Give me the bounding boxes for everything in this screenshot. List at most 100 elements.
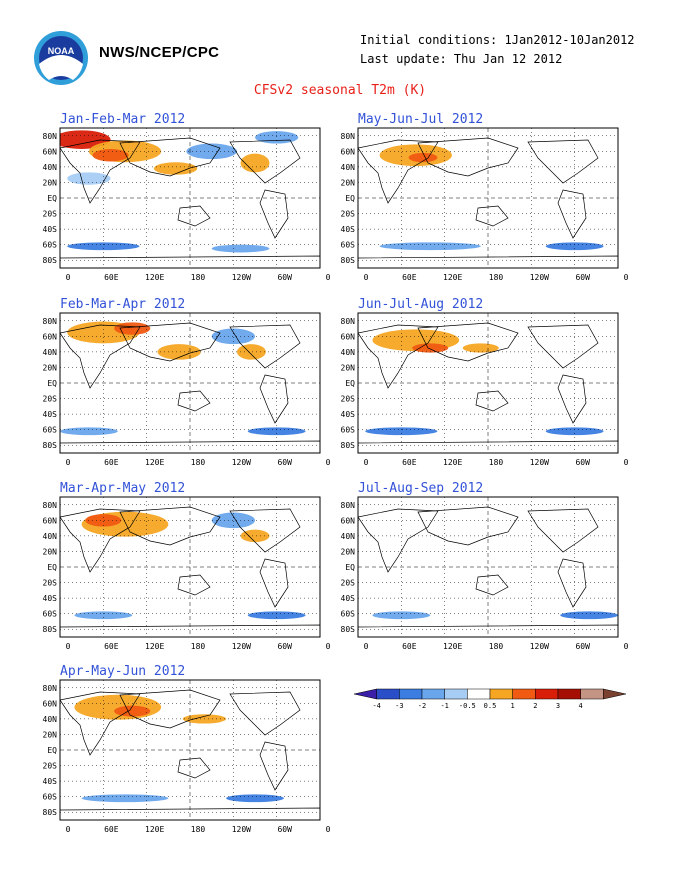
map-frame — [357, 127, 619, 269]
lat-tick-label: 40N — [341, 348, 356, 357]
lon-tick-label: 120E — [145, 458, 164, 467]
panel-title: Jul-Aug-Sep 2012 — [358, 481, 484, 496]
lat-tick-label: 20S — [341, 210, 356, 219]
anomaly-patch — [81, 794, 169, 803]
lon-tick-label: 0 — [624, 458, 629, 467]
coastline — [60, 324, 141, 389]
lat-tick-label: 20N — [43, 178, 58, 187]
noaa-logo-icon: NOAA — [34, 31, 88, 85]
lat-tick-label: 20N — [341, 178, 356, 187]
lat-tick-label: EQ — [47, 194, 57, 203]
lon-tick-label: 60E — [402, 458, 417, 467]
lon-tick-label: 0 — [326, 825, 331, 834]
chart-title: CFSv2 seasonal T2m (K) — [253, 83, 427, 98]
colorbar-swatch — [399, 688, 423, 700]
lat-tick-label: 60N — [43, 699, 58, 708]
lon-tick-label: 60E — [402, 642, 417, 651]
colorbar-tick-label: -2 — [418, 702, 426, 710]
coastline — [417, 506, 519, 546]
panel-title: Feb-Mar-Apr 2012 — [60, 297, 186, 312]
panel-map: 80N 60N 40N 20N EQ 20S 40S 60S 80S 0 60E 120E 180 120… — [341, 312, 629, 467]
lon-tick-label: 60W — [575, 458, 590, 467]
anomaly-patch — [372, 514, 460, 534]
lon-tick-label: 60E — [104, 273, 119, 282]
coastline — [229, 139, 301, 184]
lon-tick-label: 180 — [489, 458, 504, 467]
coastline — [475, 574, 509, 596]
coastline — [417, 137, 519, 177]
coastline — [259, 558, 289, 608]
anomaly-patch — [560, 611, 618, 620]
colorbar-swatch — [467, 688, 491, 700]
lat-tick-label: 20S — [43, 210, 58, 219]
lon-tick-label: 180 — [191, 458, 206, 467]
lat-tick-label: 80S — [43, 625, 58, 634]
lat-tick-label: 40S — [43, 225, 58, 234]
lon-tick-label: 120W — [232, 642, 251, 651]
lat-tick-label: 60S — [341, 426, 356, 435]
colorbar-swatch — [603, 688, 627, 700]
lon-tick-label: 120E — [145, 825, 164, 834]
coastline — [259, 189, 289, 239]
coastline — [229, 508, 301, 553]
map-frame — [357, 312, 619, 454]
anomaly-patch — [92, 149, 129, 162]
panel-map: 80N 60N 40N 20N EQ 20S 40S 60S 80S 0 60E 120E 180 120… — [43, 496, 331, 651]
last-update: Last update: Thu Jan 12 2012 — [360, 52, 563, 66]
lon-tick-label: 120W — [232, 825, 251, 834]
coastline — [527, 324, 599, 369]
coastline — [119, 322, 221, 362]
colorbar-swatch — [444, 688, 468, 700]
lat-tick-label: 40S — [341, 594, 356, 603]
lat-tick-label: 80N — [43, 684, 58, 693]
lat-tick-label: 60N — [341, 516, 356, 525]
lat-tick-label: 80N — [341, 132, 356, 141]
lat-tick-label: 40N — [341, 532, 356, 541]
lat-tick-label: EQ — [345, 563, 355, 572]
lat-tick-label: 80N — [43, 132, 58, 141]
lon-tick-label: 180 — [489, 642, 504, 651]
anomaly-patch — [67, 172, 111, 185]
lat-tick-label: 20N — [341, 363, 356, 372]
anomaly-patch — [408, 152, 438, 163]
lon-tick-label: 60E — [402, 273, 417, 282]
lat-tick-label: 80N — [341, 317, 356, 326]
coastline — [60, 139, 141, 204]
lat-tick-label: 80S — [341, 256, 356, 265]
anomaly-patch — [186, 143, 237, 160]
panel-title: May-Jun-Jul 2012 — [358, 112, 484, 127]
lon-tick-label: 120E — [443, 273, 462, 282]
lon-tick-label: 0 — [326, 642, 331, 651]
colorbar-swatch — [376, 688, 400, 700]
coastline — [475, 390, 509, 412]
lat-tick-label: 80S — [341, 441, 356, 450]
anomaly-patch — [412, 343, 449, 353]
coastline — [527, 508, 599, 553]
anomaly-patch — [85, 514, 122, 527]
coastline — [557, 558, 587, 608]
lon-tick-label: 120E — [145, 273, 164, 282]
lon-tick-label: 60E — [104, 458, 119, 467]
map-frame — [59, 679, 321, 821]
colorbar-tick-label: -4 — [372, 702, 380, 710]
lat-tick-label: 40N — [43, 715, 58, 724]
anomaly-patch — [247, 427, 306, 436]
map-frame — [59, 312, 321, 454]
coastline — [119, 689, 221, 729]
anomaly-patch — [365, 427, 438, 436]
colorbar-swatch — [489, 688, 513, 700]
lon-tick-label: 60W — [575, 642, 590, 651]
coastline — [229, 691, 301, 736]
lat-tick-label: 80S — [341, 625, 356, 634]
lat-tick-label: 40S — [341, 410, 356, 419]
lat-tick-label: 60S — [43, 610, 58, 619]
lon-tick-label: 60W — [575, 273, 590, 282]
lat-tick-label: 60S — [341, 610, 356, 619]
coastline — [358, 324, 439, 389]
lat-tick-label: 40N — [341, 163, 356, 172]
lat-tick-label: 40S — [43, 594, 58, 603]
anomaly-patch — [132, 596, 205, 603]
anomaly-patch — [60, 427, 118, 436]
lon-tick-label: 120W — [530, 458, 549, 467]
